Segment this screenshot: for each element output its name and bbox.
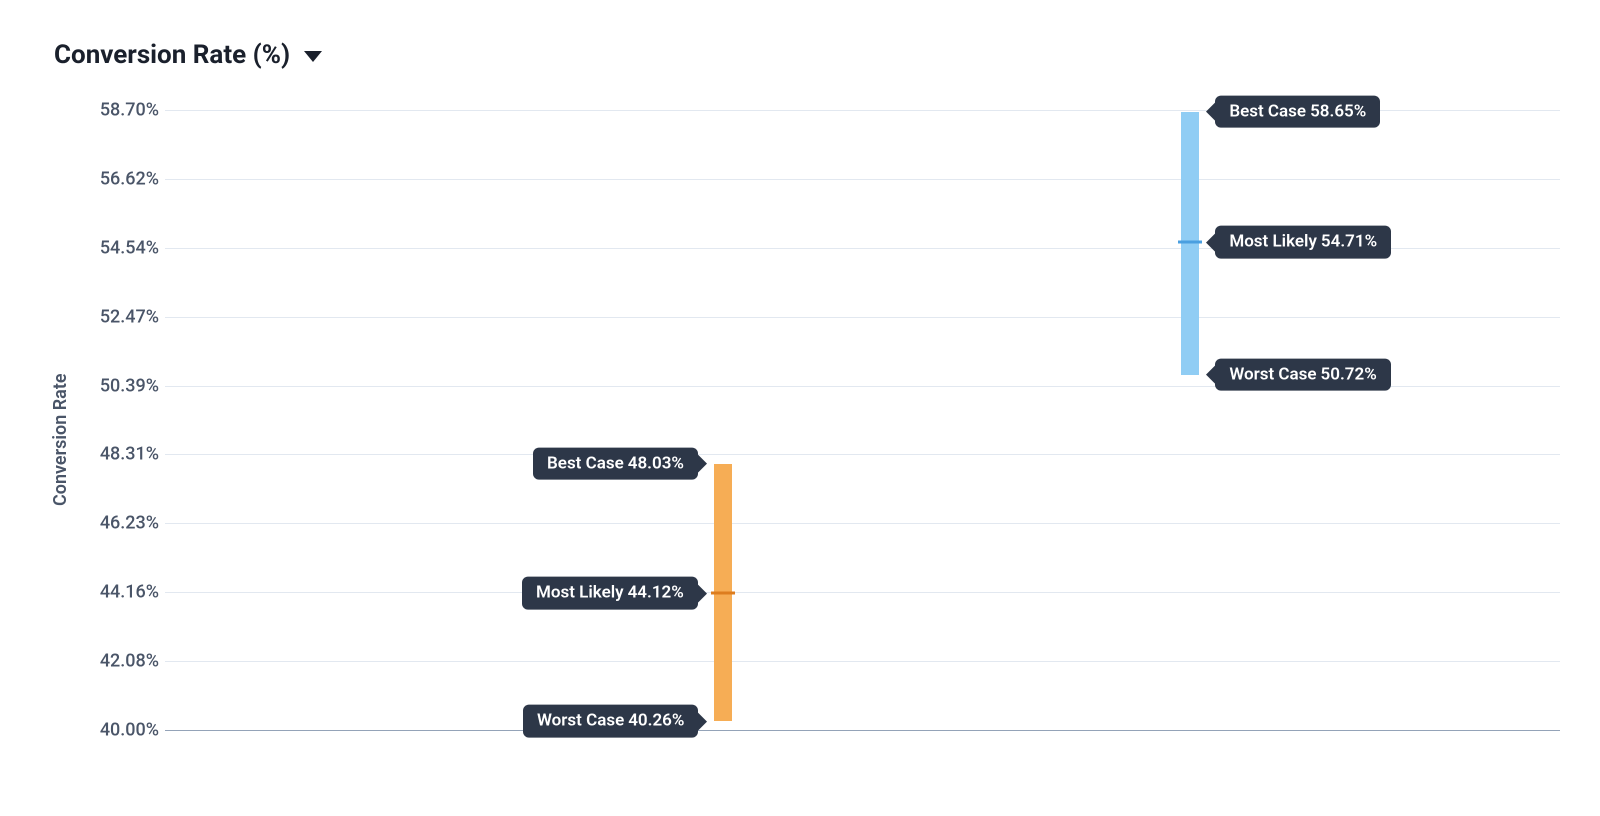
gridline [165, 661, 1560, 662]
plot-area: Best Case48.03%Most Likely44.12%Worst Ca… [165, 110, 1560, 730]
best-case-label-text: Best Case [547, 453, 624, 473]
gridline [165, 730, 1560, 731]
y-tick-label: 48.31% [100, 444, 159, 465]
y-tick-label: 50.39% [100, 375, 159, 396]
best-case-label-text: Best Case [1229, 101, 1306, 121]
chart-container: Conversion Rate (%) Conversion Rate 58.7… [0, 0, 1600, 816]
gridline [165, 523, 1560, 524]
worst-case-label-text: Worst Case [1229, 364, 1316, 384]
y-tick-label: 40.00% [100, 720, 159, 741]
y-tick-label: 46.23% [100, 513, 159, 534]
worst-case-label-text: Worst Case [537, 711, 624, 731]
y-tick-label: 42.08% [100, 651, 159, 672]
most-likely-label-value: 44.12% [628, 583, 684, 603]
title-dropdown[interactable]: Conversion Rate (%) [54, 40, 1560, 70]
y-tick-label: 58.70% [100, 100, 159, 121]
worst-case-label-value: 40.26% [628, 711, 684, 731]
y-tick-label: 52.47% [100, 306, 159, 327]
y-axis: 58.70%56.62%54.54%52.47%50.39%48.31%46.2… [79, 110, 165, 730]
y-axis-label: Conversion Rate [50, 110, 71, 730]
gridline [165, 179, 1560, 180]
gridline [165, 454, 1560, 455]
most-likely-label-text: Most Likely [1229, 232, 1317, 252]
range-bar-b [1181, 112, 1199, 375]
best-case-label-b: Best Case58.65% [1215, 95, 1380, 128]
median-marker [711, 592, 735, 595]
most-likely-label-a: Most Likely44.12% [522, 577, 698, 610]
worst-case-label-value: 50.72% [1321, 364, 1377, 384]
most-likely-label-text: Most Likely [536, 583, 624, 603]
best-case-label-value: 48.03% [628, 453, 684, 473]
median-marker [1178, 241, 1202, 244]
most-likely-label-value: 54.71% [1321, 232, 1377, 252]
y-tick-label: 56.62% [100, 168, 159, 189]
y-tick-label: 44.16% [100, 582, 159, 603]
worst-case-label-b: Worst Case50.72% [1215, 358, 1390, 391]
gridline [165, 592, 1560, 593]
chart-title: Conversion Rate (%) [54, 40, 290, 70]
caret-down-icon [304, 51, 322, 62]
range-bar-a [714, 464, 732, 722]
most-likely-label-b: Most Likely54.71% [1215, 226, 1391, 259]
gridline [165, 317, 1560, 318]
best-case-label-a: Best Case48.03% [533, 447, 698, 480]
best-case-label-value: 58.65% [1310, 101, 1366, 121]
chart-area: Conversion Rate 58.70%56.62%54.54%52.47%… [50, 110, 1560, 730]
y-tick-label: 54.54% [100, 237, 159, 258]
worst-case-label-a: Worst Case40.26% [523, 705, 698, 738]
